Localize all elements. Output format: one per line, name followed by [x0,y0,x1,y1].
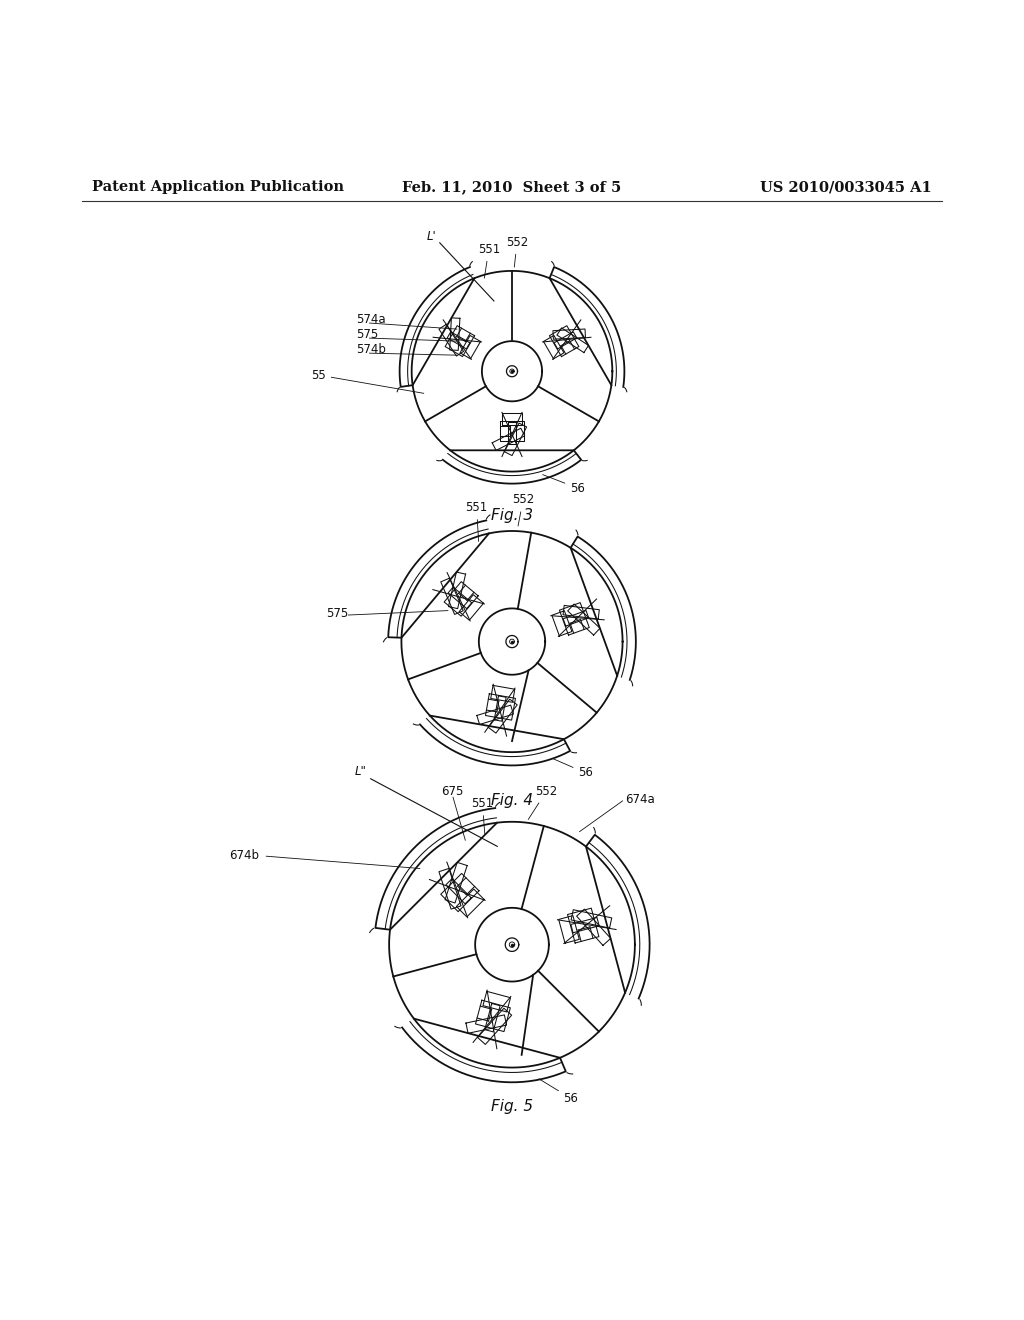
Text: 56: 56 [553,759,593,780]
Text: 551: 551 [471,797,494,834]
Text: 551: 551 [478,243,500,279]
Text: L': L' [427,230,436,243]
Text: Fig. 4: Fig. 4 [490,793,534,808]
Text: 674a: 674a [625,793,654,807]
Text: 55: 55 [311,370,326,383]
Text: 552: 552 [506,236,528,267]
Text: 552: 552 [512,494,535,527]
Text: 552: 552 [528,785,557,820]
Text: 56: 56 [539,1078,579,1105]
Text: 574a: 574a [356,313,386,326]
Text: 575: 575 [327,607,348,620]
Text: US 2010/0033045 A1: US 2010/0033045 A1 [760,181,932,194]
Text: 551: 551 [466,502,487,541]
Text: 674b: 674b [229,849,259,862]
Text: Feb. 11, 2010  Sheet 3 of 5: Feb. 11, 2010 Sheet 3 of 5 [402,181,622,194]
Text: 675: 675 [440,785,463,797]
Text: Fig. 3: Fig. 3 [490,508,534,523]
Text: Fig. 5: Fig. 5 [490,1098,534,1114]
Text: 56: 56 [543,475,585,495]
Text: 574b: 574b [356,343,386,356]
Text: L": L" [354,764,367,777]
Text: Patent Application Publication: Patent Application Publication [92,181,344,194]
Text: 575: 575 [356,329,379,341]
